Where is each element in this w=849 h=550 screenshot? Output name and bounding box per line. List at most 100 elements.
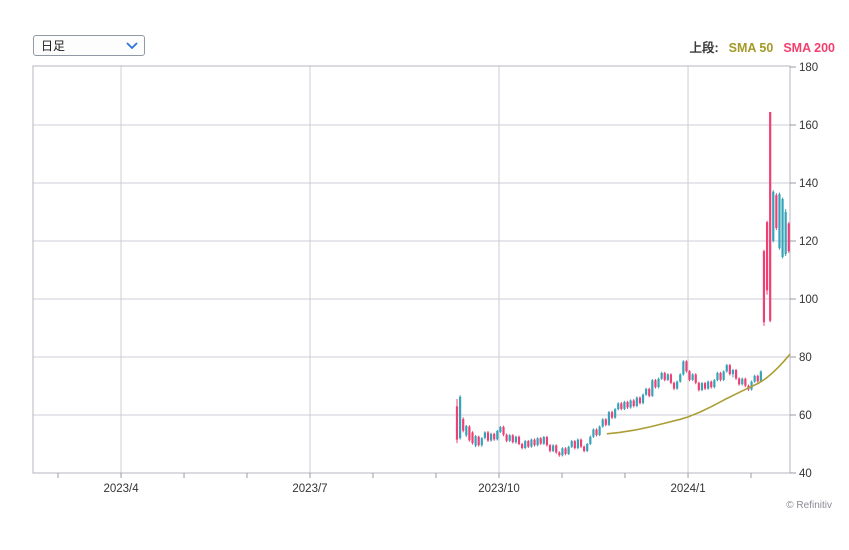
svg-text:2023/4: 2023/4	[103, 483, 139, 495]
candle	[505, 434, 508, 441]
candles-layer	[455, 111, 790, 457]
candle	[750, 381, 753, 390]
candle	[651, 380, 654, 396]
candle	[648, 388, 651, 396]
candle	[778, 194, 781, 249]
svg-text:120: 120	[799, 236, 818, 248]
candle	[462, 419, 465, 431]
candle	[787, 223, 790, 252]
indicator-legend: 上段: SMA 50 SMA 200	[689, 37, 835, 56]
candle	[784, 212, 787, 255]
candle	[539, 438, 542, 444]
timeframe-select[interactable]: 日足	[33, 35, 145, 56]
candle	[552, 445, 555, 451]
candle	[517, 436, 521, 444]
candle	[734, 370, 738, 379]
candle	[548, 445, 552, 451]
svg-text:180: 180	[799, 62, 818, 74]
candle	[710, 381, 713, 388]
candle	[570, 441, 573, 447]
svg-text:60: 60	[799, 410, 812, 422]
candle	[725, 365, 728, 372]
candle	[626, 401, 629, 408]
candle	[480, 438, 483, 446]
candle	[558, 452, 561, 456]
candle	[524, 441, 527, 449]
svg-text:2023/7: 2023/7	[292, 483, 327, 495]
candle	[508, 435, 511, 441]
candle	[490, 433, 493, 441]
svg-text:140: 140	[799, 178, 818, 190]
candle	[527, 441, 530, 447]
candle	[635, 397, 638, 407]
candle	[663, 372, 666, 380]
candle	[781, 198, 784, 257]
candle	[697, 382, 700, 391]
candle	[474, 436, 477, 446]
y-axis-labels: 180 160 140 120 100 80 60 40	[790, 62, 818, 480]
candle	[676, 381, 679, 389]
candle	[589, 436, 592, 444]
legend-sma200-label: SMA 200	[783, 41, 835, 55]
svg-text:40: 40	[799, 468, 812, 480]
candle	[514, 436, 518, 443]
candle	[691, 374, 694, 380]
candle	[521, 444, 524, 449]
svg-text:80: 80	[799, 352, 812, 364]
candle	[542, 437, 545, 444]
candle	[765, 222, 769, 291]
candle	[592, 429, 595, 437]
candle	[762, 251, 766, 323]
candle	[679, 374, 682, 382]
svg-text:2023/10: 2023/10	[478, 483, 520, 495]
grid-lines	[33, 66, 790, 473]
candle	[713, 380, 716, 388]
sma50-line	[606, 353, 791, 435]
candle	[756, 375, 759, 382]
candle	[759, 371, 762, 382]
legend-sma50-label: SMA 50	[728, 41, 774, 55]
copyright-label: © Refinitiv	[786, 500, 832, 511]
candle	[598, 426, 601, 436]
candle	[657, 378, 660, 388]
candle	[502, 426, 505, 435]
candle	[483, 432, 487, 438]
candle	[728, 365, 731, 375]
candle	[601, 419, 604, 427]
candle	[716, 372, 719, 381]
candle	[700, 383, 704, 391]
candle	[738, 378, 741, 385]
candle	[645, 388, 648, 395]
candle	[561, 448, 564, 456]
candle	[471, 432, 474, 444]
candle	[499, 427, 502, 432]
candle	[744, 378, 747, 386]
candle	[486, 432, 490, 441]
candle	[564, 448, 567, 454]
candle	[614, 409, 617, 418]
candle	[654, 380, 657, 388]
candle	[604, 419, 607, 425]
candle	[719, 372, 722, 380]
svg-text:2024/1: 2024/1	[670, 483, 705, 495]
candle	[583, 446, 586, 451]
candle	[536, 438, 539, 446]
candle	[465, 426, 468, 436]
candle	[579, 439, 583, 447]
candle	[555, 445, 558, 453]
candle	[672, 382, 676, 389]
candle	[567, 446, 570, 454]
candle	[477, 436, 480, 446]
candle	[545, 437, 549, 446]
candle	[458, 396, 462, 439]
candle	[493, 433, 496, 440]
candle	[607, 412, 611, 425]
candle	[632, 400, 635, 407]
candle	[707, 381, 710, 389]
candle	[731, 370, 735, 375]
candle	[573, 441, 576, 449]
candle	[741, 378, 744, 385]
candle	[623, 401, 626, 409]
